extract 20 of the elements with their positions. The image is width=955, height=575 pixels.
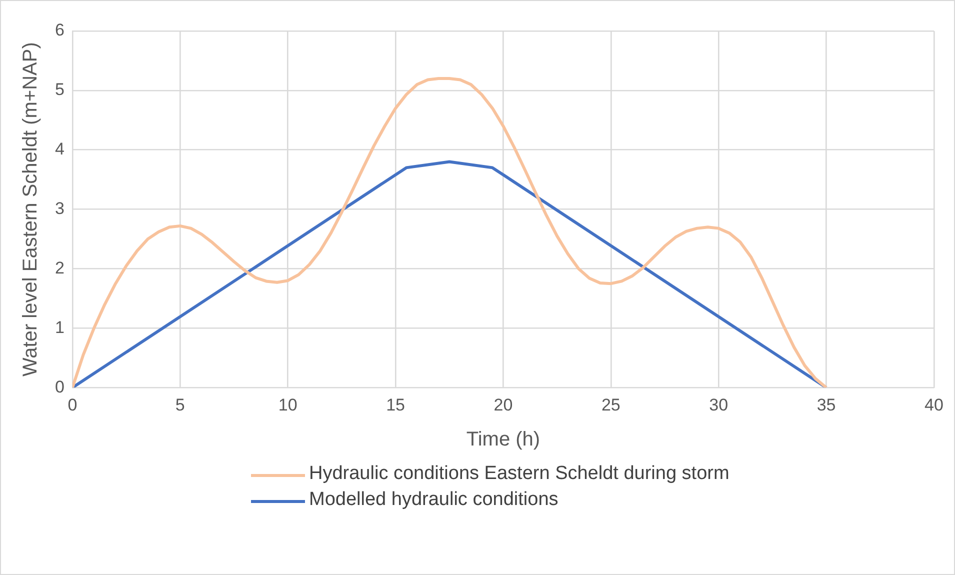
y-tick-label: 0 [54, 377, 64, 396]
x-tick-label: 30 [709, 395, 728, 414]
y-tick-label: 5 [54, 80, 64, 100]
y-tick-label: 2 [54, 258, 64, 278]
y-tick-label: 4 [54, 140, 64, 159]
x-tick-label: 35 [816, 395, 836, 414]
x-tick-label: 25 [601, 395, 620, 414]
x-tick-label: 0 [68, 395, 78, 414]
x-tick-label: 10 [278, 395, 298, 414]
y-tick-label: 1 [54, 318, 64, 337]
legend-label: Modelled hydraulic conditions [309, 489, 558, 511]
x-tick-label: 20 [494, 395, 513, 414]
y-axis-title: Water level Eastern Scheldt (m+NAP) [20, 42, 42, 376]
legend-label: Hydraulic conditions Eastern Scheldt during storm [309, 463, 730, 485]
y-tick-label: 3 [54, 198, 64, 218]
y-tick-label: 6 [54, 20, 64, 40]
x-tick-label: 15 [386, 395, 405, 414]
x-tick-label: 5 [175, 395, 185, 414]
x-axis-title: Time (h) [466, 428, 540, 451]
x-tick-label: 40 [924, 395, 944, 414]
